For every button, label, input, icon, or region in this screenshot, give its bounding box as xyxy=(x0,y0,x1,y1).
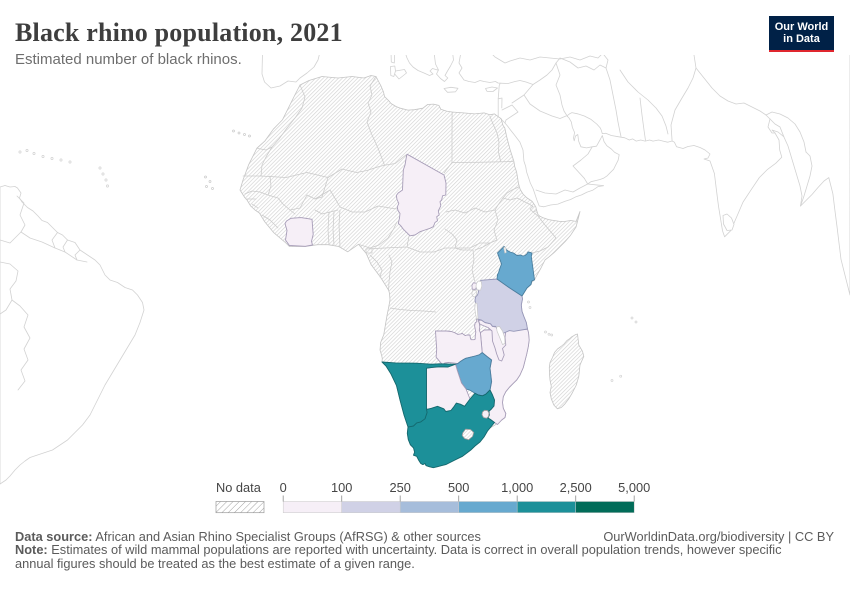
svg-text:5,000: 5,000 xyxy=(618,480,650,495)
svg-text:No data: No data xyxy=(216,480,262,495)
svg-text:0: 0 xyxy=(280,480,287,495)
svg-text:2,500: 2,500 xyxy=(560,480,592,495)
svg-text:1,000: 1,000 xyxy=(501,480,533,495)
svg-text:250: 250 xyxy=(390,480,411,495)
svg-text:100: 100 xyxy=(331,480,352,495)
svg-text:500: 500 xyxy=(448,480,469,495)
